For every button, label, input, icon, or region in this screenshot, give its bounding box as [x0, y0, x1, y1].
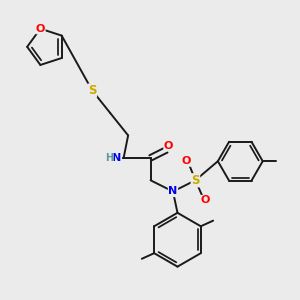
- Text: O: O: [36, 24, 45, 34]
- Text: N: N: [168, 187, 178, 196]
- Text: S: S: [191, 174, 200, 187]
- Text: O: O: [164, 140, 173, 151]
- Text: N: N: [112, 153, 122, 163]
- Text: O: O: [182, 156, 191, 166]
- Text: H: H: [105, 153, 113, 163]
- Text: S: S: [88, 84, 97, 97]
- Text: O: O: [201, 196, 210, 206]
